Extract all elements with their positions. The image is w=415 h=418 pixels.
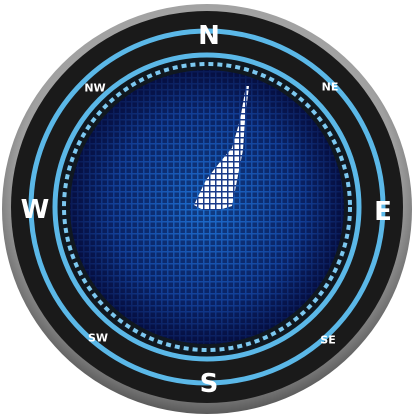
inner-ring	[52, 52, 362, 362]
label-south: S	[200, 369, 219, 399]
label-north: N	[198, 21, 220, 51]
needle-shape	[194, 86, 249, 210]
tick-ring	[62, 62, 352, 352]
label-southwest: SW	[88, 332, 108, 345]
label-northeast: NE	[322, 81, 339, 94]
outer-ring	[28, 28, 386, 386]
needle	[194, 86, 249, 210]
label-southeast: SE	[320, 334, 335, 347]
label-west: W	[21, 195, 50, 225]
label-northwest: NW	[84, 82, 105, 95]
label-east: E	[374, 197, 392, 227]
